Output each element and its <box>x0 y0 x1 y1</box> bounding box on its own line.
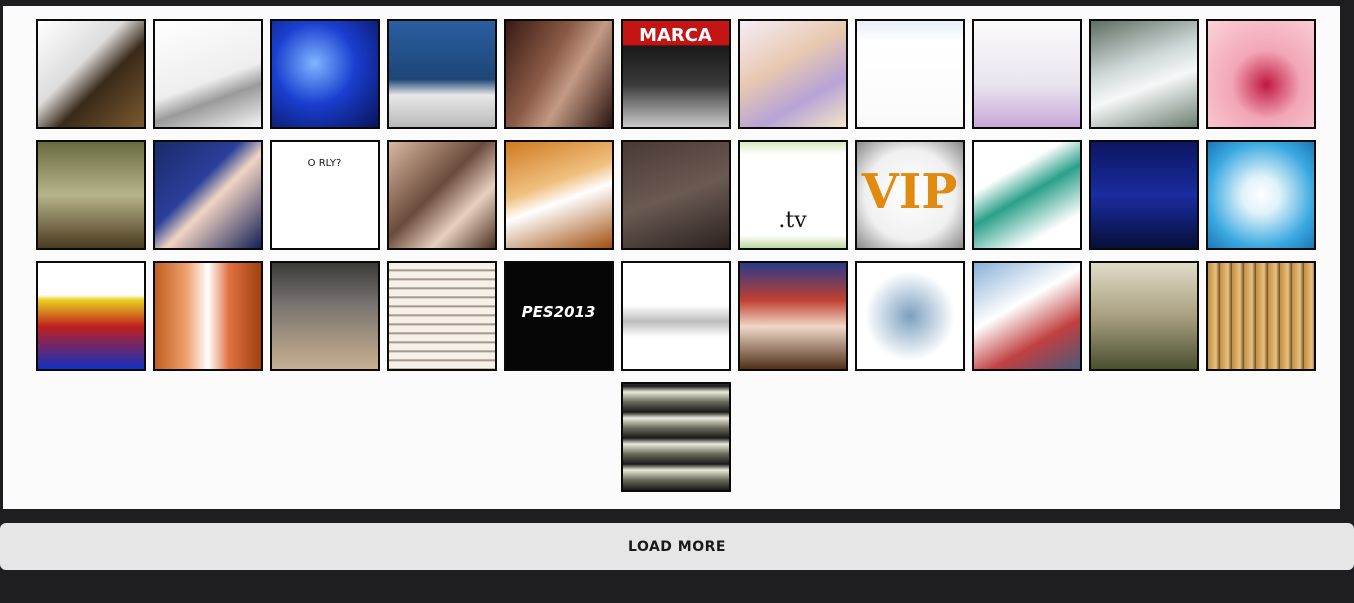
thumbnail-image <box>1207 21 1314 127</box>
man-suit-thumbnail[interactable] <box>152 140 263 250</box>
gallery-panel: MARCA O RLY? .tv VIP PES2013 <box>3 6 1340 509</box>
pes-caption: PES2013 <box>521 303 596 321</box>
blanket-note-thumbnail[interactable] <box>620 140 731 250</box>
thumbnail-image <box>37 21 144 127</box>
thumbnail-image <box>271 21 378 127</box>
thumbnail-image <box>622 263 729 369</box>
two-women-photo-thumbnail[interactable] <box>503 19 614 129</box>
thumbnail-image: MARCA <box>622 21 729 127</box>
thumbnail-image <box>37 263 144 369</box>
waterfall-thumbnail[interactable] <box>1088 19 1199 129</box>
thumbnail-image <box>856 21 963 127</box>
marca-cover-thumbnail[interactable]: MARCA <box>620 19 731 129</box>
thumbnail-image <box>973 142 1080 248</box>
file-explorer-thumbnail[interactable] <box>854 19 965 129</box>
thumbnail-image <box>973 21 1080 127</box>
thumbnail-image: .tv <box>739 142 846 248</box>
thumbnail-image <box>739 21 846 127</box>
dinosaur-illustration-thumbnail[interactable] <box>971 140 1082 250</box>
thumbnail-image: O RLY? <box>271 142 378 248</box>
blank-gradient-thumbnail[interactable] <box>620 261 731 371</box>
thumbnail-image <box>1090 263 1197 369</box>
thumbnail-image <box>622 142 729 248</box>
marca-caption: MARCA <box>639 25 712 46</box>
white-flower-thumbnail[interactable] <box>1205 140 1316 250</box>
vip-caption: VIP <box>861 164 958 220</box>
girls-generation-thumbnail[interactable] <box>1088 140 1199 250</box>
concert-stage-thumbnail[interactable] <box>269 19 380 129</box>
pes-2013-thumbnail[interactable]: PES2013 <box>503 261 614 371</box>
thumbnail-image <box>1090 142 1197 248</box>
news-anchor-thumbnail[interactable] <box>737 261 848 371</box>
thumbnail-image <box>271 263 378 369</box>
game-interior-thumbnail[interactable] <box>35 140 146 250</box>
sea-creature-thumbnail[interactable] <box>854 261 965 371</box>
orly-caption: O RLY? <box>307 158 342 169</box>
thumbnail-image <box>154 142 261 248</box>
o-rly-drawing-thumbnail[interactable]: O RLY? <box>269 140 380 250</box>
thumbnail-image <box>1207 263 1314 369</box>
tiled-room-thumbnail[interactable] <box>269 261 380 371</box>
thumbnail-image <box>973 263 1080 369</box>
thumbnail-image <box>622 384 729 490</box>
soccer-player-thumbnail[interactable] <box>503 140 614 250</box>
boat-photo-thumbnail[interactable] <box>386 19 497 129</box>
thumbnail-image <box>1090 21 1197 127</box>
thumbnail-image <box>388 21 495 127</box>
thumbnail-image <box>856 263 963 369</box>
thumbnail-image <box>388 142 495 248</box>
red-dress-thumbnail[interactable] <box>1205 19 1316 129</box>
load-more-button[interactable]: LOAD MORE <box>0 523 1354 570</box>
thumbnail-image: PES2013 <box>505 263 612 369</box>
thumbnail-image <box>505 142 612 248</box>
comic-page-thumbnail[interactable] <box>620 382 731 492</box>
thumbnail-image <box>1207 142 1314 248</box>
thumbnail-image <box>37 142 144 248</box>
thumbnail-grid: MARCA O RLY? .tv VIP PES2013 <box>33 19 1318 492</box>
thumbnail-image <box>739 263 846 369</box>
store-shelves-thumbnail[interactable] <box>1205 261 1316 371</box>
tv-fact-thumbnail[interactable]: .tv <box>737 140 848 250</box>
pixel-character-thumbnail[interactable] <box>35 261 146 371</box>
anime-closeup-thumbnail[interactable] <box>152 261 263 371</box>
text-document-thumbnail[interactable] <box>386 261 497 371</box>
game-soldier-thumbnail[interactable] <box>1088 261 1199 371</box>
thumbnail-image: VIP <box>856 142 963 248</box>
thumbnail-image <box>154 21 261 127</box>
steampunk-machine-thumbnail[interactable] <box>35 19 146 129</box>
anime-friends-thumbnail[interactable] <box>971 261 1082 371</box>
two-girls-selfie-thumbnail[interactable] <box>386 140 497 250</box>
tv-caption: .tv <box>778 208 807 233</box>
anime-group-thumbnail[interactable] <box>737 19 848 129</box>
thumbnail-image <box>505 21 612 127</box>
idol-girl-thumbnail[interactable] <box>971 19 1082 129</box>
vip-text-thumbnail[interactable]: VIP <box>854 140 965 250</box>
thumbnail-image <box>154 263 261 369</box>
thumbnail-image <box>388 263 495 369</box>
sketch-creature-thumbnail[interactable] <box>152 19 263 129</box>
